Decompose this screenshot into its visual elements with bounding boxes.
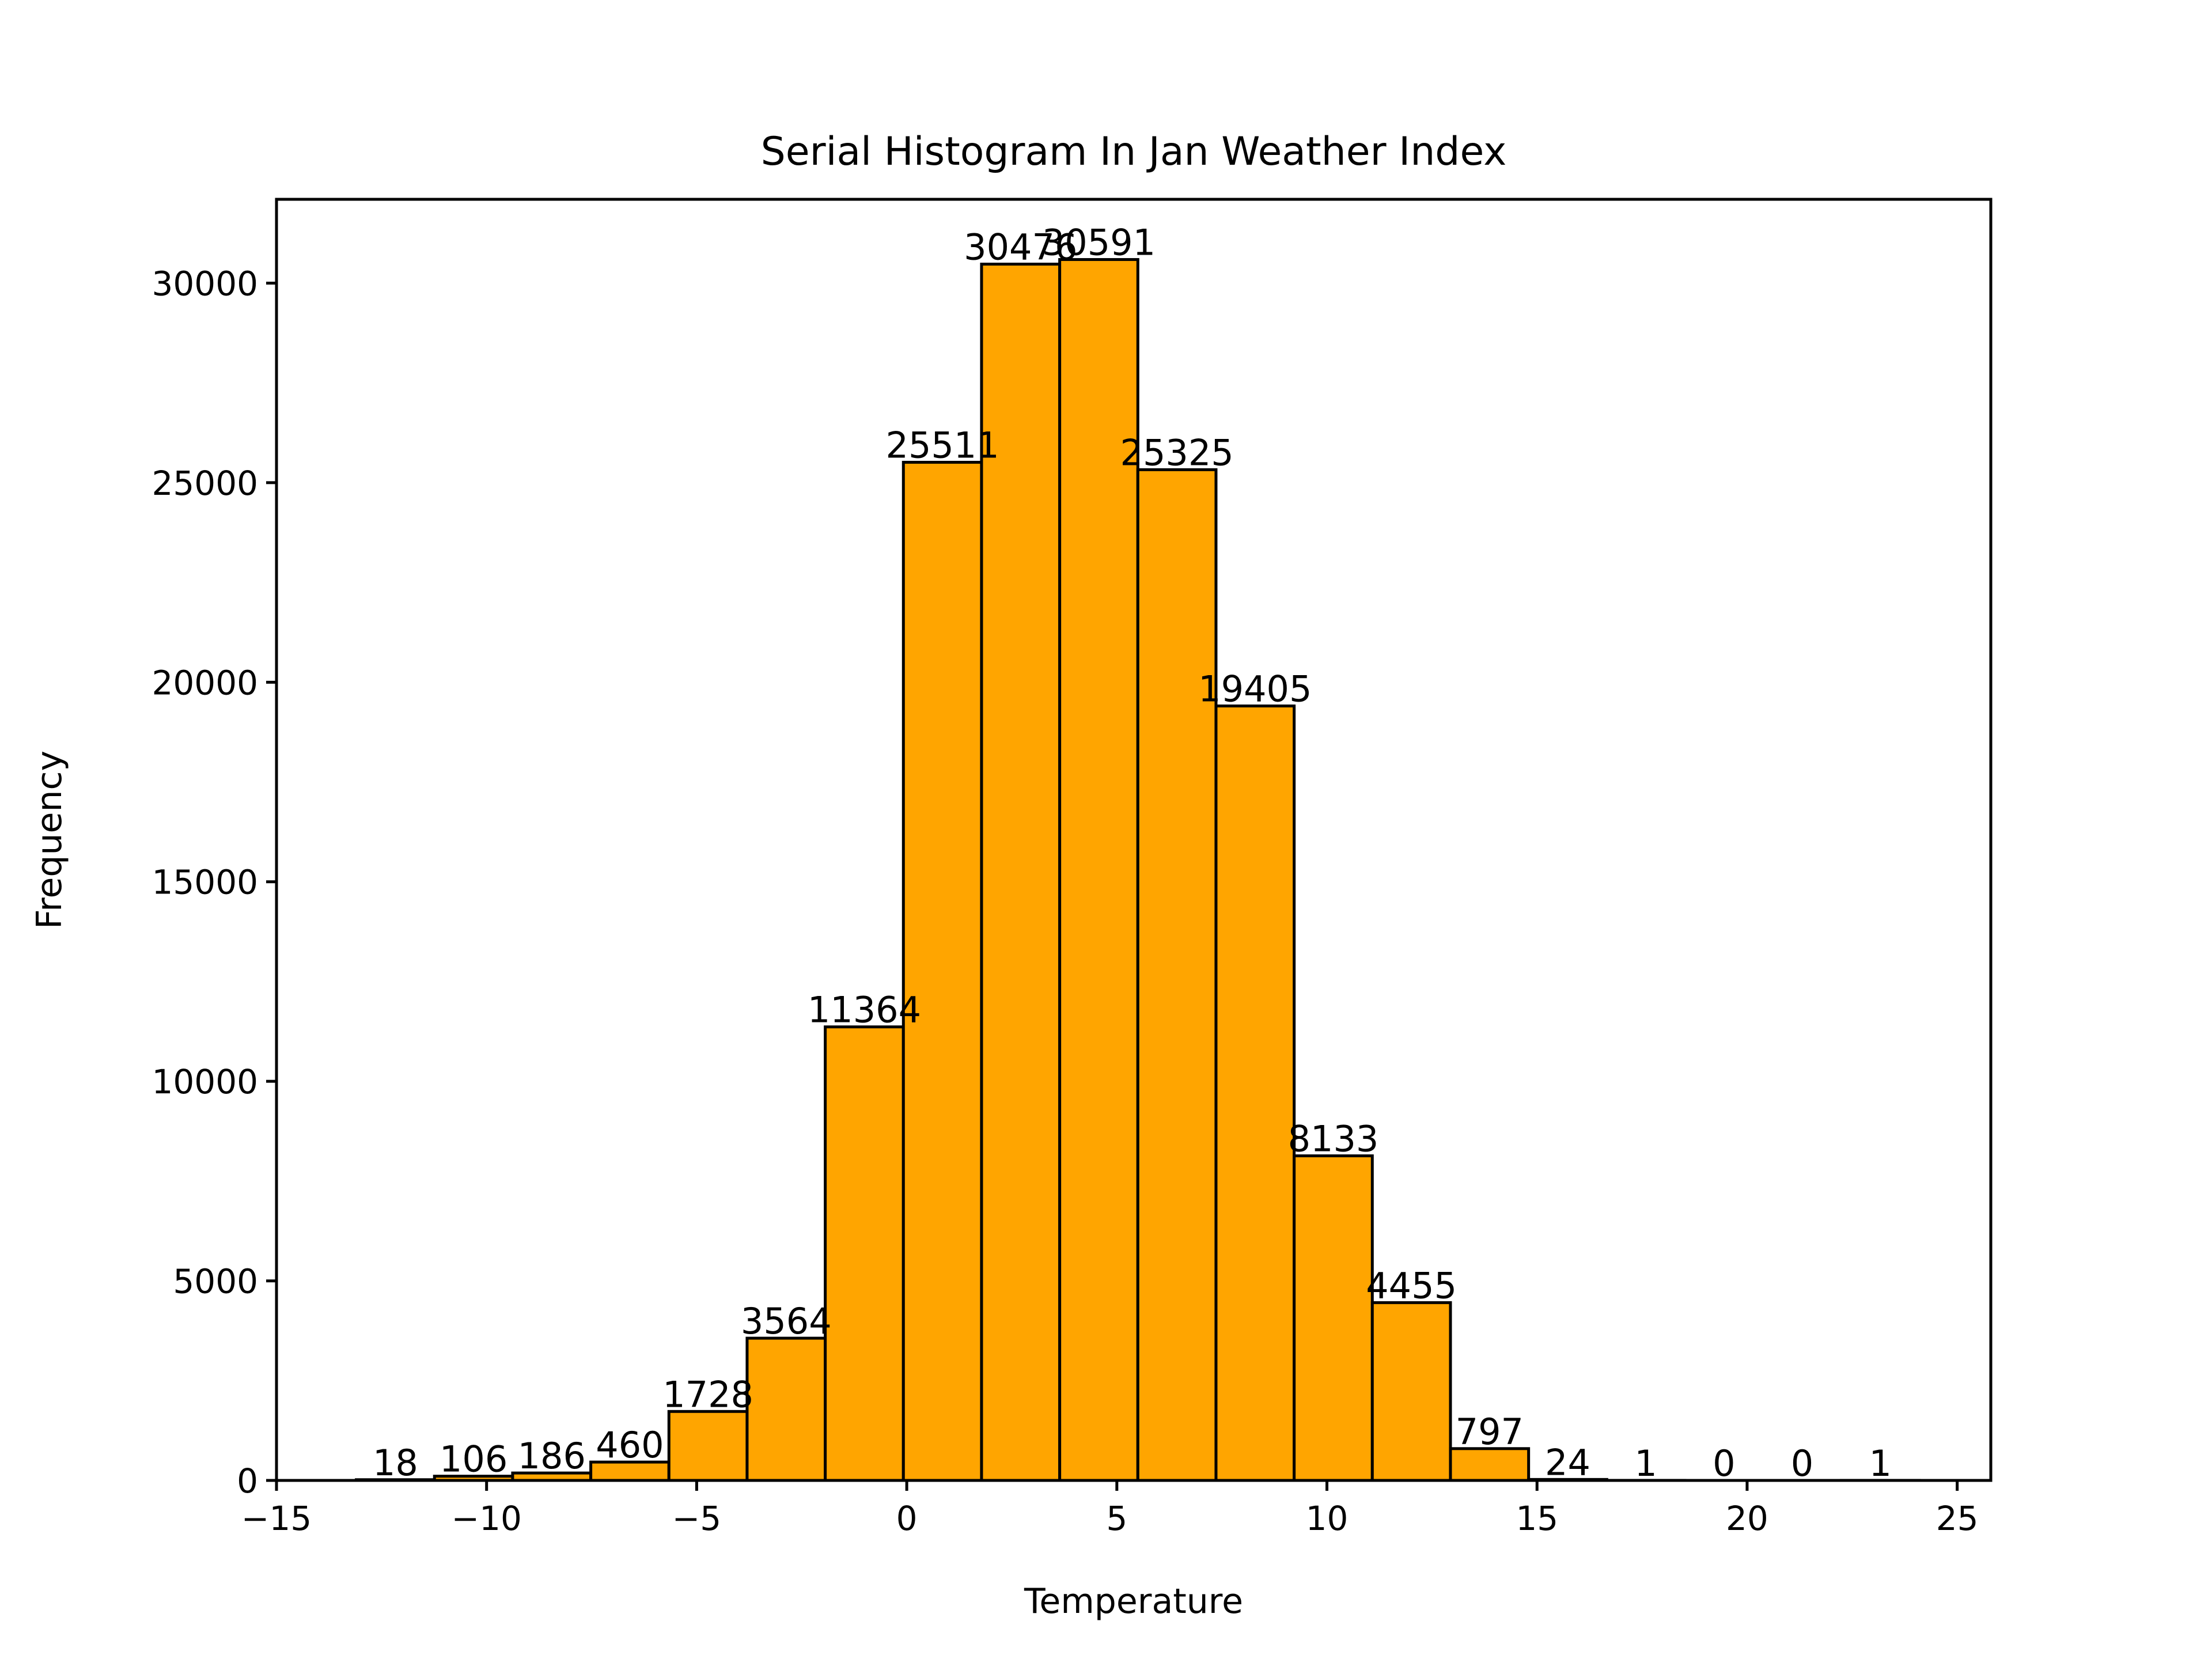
histogram-bar-7	[902, 461, 983, 1482]
histogram-bar-8	[980, 263, 1062, 1482]
x-tick-label-8: 25	[1936, 1499, 1979, 1538]
x-tick-label-1: −10	[452, 1499, 522, 1538]
histogram-bar-5	[745, 1336, 827, 1482]
y-axis-ticks: 0 5000 10000 15000 20000 25000 30000	[151, 264, 276, 1501]
bar-value-label-16: 1	[1634, 1442, 1657, 1484]
plot-area: −15 −10 −5 0 5 10 15 20 25 050001000015000200002…	[151, 198, 1993, 1538]
bar-value-label-5: 3564	[741, 1300, 832, 1342]
y-tick-label-1: 5000	[173, 1262, 258, 1301]
bars-group	[355, 258, 1921, 1482]
bar-value-label-10: 25325	[1120, 431, 1234, 474]
bar-value-label-11: 19405	[1198, 668, 1312, 710]
y-axis-label: Frequency	[29, 751, 70, 929]
y-tick-label-6: 30000	[151, 264, 258, 303]
bar-value-label-0: 18	[373, 1442, 418, 1484]
bar-value-label-9: 30591	[1042, 222, 1156, 264]
histogram-bar-11	[1214, 704, 1296, 1482]
bar-value-label-6: 11364	[808, 989, 921, 1031]
y-tick-label-4: 20000	[151, 663, 258, 702]
x-tick-label-7: 20	[1726, 1499, 1768, 1538]
bar-value-label-18: 0	[1791, 1442, 1813, 1484]
bar-value-label-2: 186	[518, 1435, 586, 1477]
bar-value-label-13: 4455	[1366, 1264, 1457, 1306]
axes-frame	[275, 198, 1993, 1482]
bar-value-label-12: 8133	[1288, 1118, 1379, 1160]
y-tick-label-0: 0	[237, 1461, 258, 1501]
histogram-bar-10	[1136, 468, 1218, 1482]
y-tick-label-2: 10000	[151, 1062, 258, 1101]
histogram-bar-6	[824, 1025, 905, 1482]
bar-value-label-14: 797	[1456, 1411, 1524, 1453]
bar-value-label-8: 30476	[964, 226, 1077, 268]
bar-value-label-19: 1	[1869, 1442, 1891, 1484]
x-axis-label: Temperature	[1024, 1581, 1243, 1622]
histogram-bar-13	[1370, 1301, 1452, 1482]
bar-value-label-15: 24	[1545, 1441, 1590, 1483]
x-axis-ticks: −15 −10 −5 0 5 10 15 20 25	[241, 1480, 1979, 1538]
bar-value-label-4: 1728	[662, 1373, 753, 1415]
histogram-bar-4	[667, 1410, 749, 1482]
bar-value-label-17: 0	[1713, 1442, 1735, 1484]
histogram-bar-14	[1449, 1447, 1531, 1482]
x-tick-label-6: 15	[1516, 1499, 1558, 1538]
bar-value-label-1: 106	[440, 1438, 507, 1480]
x-tick-label-2: −5	[672, 1499, 722, 1538]
x-tick-label-0: −15	[241, 1499, 312, 1538]
y-tick-label-5: 25000	[151, 464, 258, 503]
bar-value-label-7: 25511	[886, 425, 999, 467]
histogram-bar-12	[1293, 1154, 1374, 1482]
x-tick-label-3: 0	[896, 1499, 918, 1538]
x-tick-label-4: 5	[1106, 1499, 1127, 1538]
y-tick-label-3: 15000	[151, 863, 258, 902]
bar-value-label-3: 460	[596, 1424, 664, 1466]
x-tick-label-5: 10	[1306, 1499, 1349, 1538]
chart-title: Serial Histogram In Jan Weather Index	[761, 129, 1507, 175]
